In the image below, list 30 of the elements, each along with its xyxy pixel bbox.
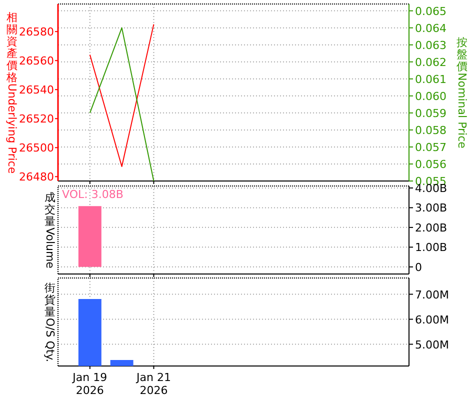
y2-tick-label: 0.065 <box>415 4 446 18</box>
y-tick-label: 2.00B <box>415 221 448 234</box>
y2-tick-label: 0.063 <box>415 38 446 52</box>
y-axis-title: 相關資產價格 Underlying Price <box>6 10 18 174</box>
y-tick-label: 7.00M <box>415 288 449 302</box>
y-tick-label: 1.00B <box>415 241 448 254</box>
y2-tick-label: 0.056 <box>415 158 446 171</box>
y2-tick-label: 0.057 <box>415 140 446 154</box>
y-tick-label: 26500 <box>19 142 54 155</box>
y-tick-label: 6.00M <box>415 313 449 326</box>
y-tick-label: 3.00B <box>415 202 448 215</box>
y-tick-label: 26580 <box>19 26 54 39</box>
y-tick-label: 26540 <box>19 84 54 97</box>
y2-tick-label: 0.058 <box>415 124 446 137</box>
x-tick-label: Jan 21 2026 <box>136 371 171 397</box>
y2-tick-label: 0.064 <box>415 22 446 35</box>
y2-tick-label: 0.061 <box>415 72 446 86</box>
y-tick-label: 0 <box>415 260 422 274</box>
y2-tick-label: 0.059 <box>415 106 446 120</box>
y-axis-title: 街貨量O/S Qty. <box>44 281 56 362</box>
y2-tick-label: 0.062 <box>415 56 446 69</box>
y2-axis-title: 按盤價 Nominal Price <box>456 36 468 149</box>
y2-tick-label: 0.060 <box>415 90 446 103</box>
annotation: VOL: 3.08B <box>62 188 124 201</box>
y-tick-label: 5.00M <box>415 338 449 352</box>
y-axis-title: 成交量Volume <box>44 191 56 269</box>
y-tick-label: 26480 <box>19 170 54 184</box>
y-tick-label: 26520 <box>19 112 54 126</box>
y-tick-label: 26560 <box>19 54 54 68</box>
x-tick-label: Jan 19 2026 <box>72 371 108 397</box>
